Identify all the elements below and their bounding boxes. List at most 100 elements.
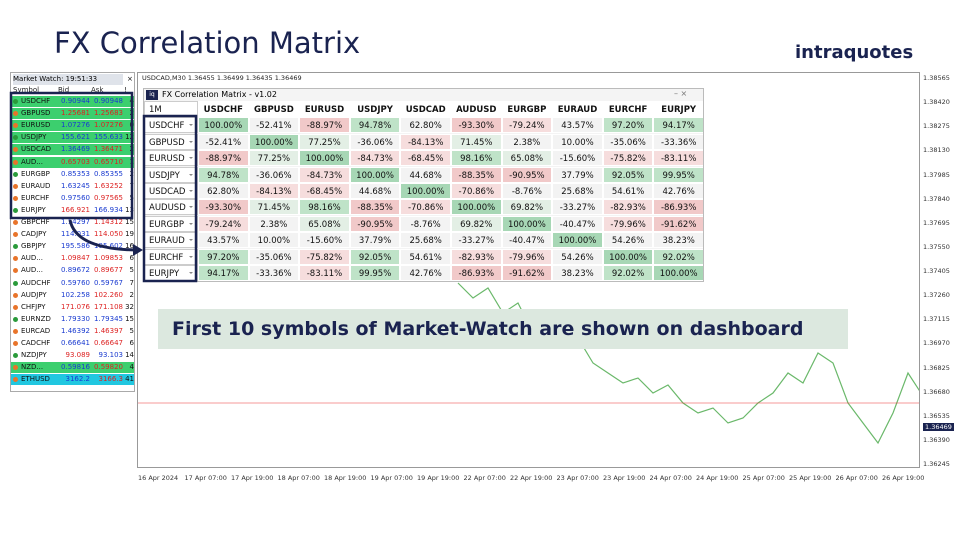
bid: 0.66641	[61, 339, 90, 347]
dropdown-caret	[189, 140, 193, 145]
ask: 0.85355	[94, 169, 123, 178]
correlation-cell: -8.76%	[501, 183, 553, 199]
bid: 102.258	[61, 290, 90, 299]
symbol: EURCAD	[21, 326, 51, 335]
dropdown-caret	[189, 239, 193, 243]
ask: 0.97565	[94, 193, 123, 202]
correlation-cell: 94.17%	[198, 265, 249, 281]
correlation-cell: 38.23%	[653, 232, 703, 249]
bid: 1.09847	[61, 254, 90, 263]
bid: 1.07276	[61, 121, 90, 130]
column-header: !	[124, 86, 127, 94]
spread: 2	[129, 109, 134, 118]
correlation-cell: 65.08%	[501, 150, 553, 167]
correlation-cell: 69.82%	[451, 215, 502, 232]
ask: 93.103	[98, 351, 124, 360]
correlation-cell: -15.60%	[552, 150, 603, 167]
correlation-cell: -86.93%	[451, 265, 502, 281]
column-header: EURGBP	[501, 101, 553, 117]
row-icon	[13, 341, 18, 346]
time-label: 18 Apr 19:00	[324, 474, 367, 482]
correlation-cell: 94.17%	[653, 117, 703, 134]
ask: 195.602	[94, 242, 123, 251]
row-bg	[11, 313, 134, 325]
ask: 0.66647	[94, 339, 123, 347]
correlation-cell: 100.00%	[501, 215, 553, 232]
correlation-cell: 2.38%	[248, 215, 300, 232]
ask: 1.09853	[94, 254, 123, 263]
correlation-cell: -40.47%	[501, 232, 553, 249]
row-bg	[11, 338, 134, 349]
spread: 6	[129, 254, 134, 263]
symbol: EURJPY	[21, 205, 46, 214]
ask: 1.25683	[94, 109, 123, 118]
spread: 14	[125, 351, 134, 360]
price-axis: 1.38565 1.38420 1.38275 1.38130 1.37985 1.378…	[920, 72, 960, 482]
row-bg	[11, 325, 134, 337]
current-price: 1.36469	[923, 422, 954, 431]
window-controls[interactable]: – ×	[674, 89, 688, 98]
row-icon	[13, 244, 18, 250]
correlation-cell: 100.00%	[299, 150, 350, 167]
correlation-cell: 92.02%	[602, 265, 654, 281]
price-label: 1.38565	[923, 74, 950, 82]
correlation-window: iq FX Correlation Matrix - v1.02 – × 1M U…	[143, 88, 704, 282]
symbol: EURAUD	[21, 181, 51, 190]
time-label: 26 Apr 07:00	[835, 474, 878, 482]
correlation-cell: 71.45%	[248, 199, 300, 216]
banner: First 10 symbols of Market-Watch are sho…	[158, 309, 848, 349]
time-label: 25 Apr 19:00	[789, 474, 832, 482]
close-icon[interactable]: ×	[127, 75, 133, 83]
correlation-cell: 97.20%	[602, 117, 654, 134]
dropdown-caret	[189, 124, 193, 128]
correlation-cell: -35.06%	[602, 133, 654, 150]
symbol: AUDCHF	[21, 278, 51, 287]
spread: 2	[129, 145, 134, 154]
price-label: 1.37695	[923, 218, 950, 227]
bid: 1.79330	[61, 314, 90, 323]
row-icon	[13, 195, 18, 201]
correlation-cell: -68.45%	[400, 150, 451, 167]
correlation-cell: -35.06%	[248, 248, 300, 265]
price-label: 1.37405	[923, 267, 950, 275]
row-bg	[11, 350, 134, 362]
correlation-cell: 100.00%	[248, 133, 300, 150]
correlation-cell: 62.80%	[198, 183, 249, 199]
dropdown-caret	[189, 272, 193, 276]
dropdown-caret	[189, 157, 193, 161]
time-label: 17 Apr 07:00	[184, 474, 227, 482]
spread: 15	[125, 314, 134, 323]
ask: 3166.3	[98, 375, 124, 384]
price-label: 1.37260	[923, 291, 950, 300]
bid: 0.89672	[61, 266, 90, 275]
correlation-cell: 38.23%	[552, 265, 603, 281]
correlation-cell: -40.47%	[552, 215, 603, 232]
price-label: 1.38130	[923, 146, 950, 155]
correlation-cell: -15.60%	[299, 232, 350, 249]
bid: 3162.2	[65, 375, 91, 384]
symbol: CHFJPY	[21, 302, 46, 311]
correlation-cell: 94.78%	[349, 117, 401, 134]
correlation-cell: -52.41%	[248, 117, 300, 134]
correlation-cell: 10.00%	[552, 133, 603, 150]
row-bg	[11, 277, 134, 289]
row-bg	[11, 301, 134, 313]
row-icon	[13, 232, 18, 238]
price-label: 1.37115	[923, 315, 950, 324]
ask: 1.07276	[94, 121, 123, 130]
correlation-cell: 98.16%	[451, 150, 502, 167]
spread: 5	[129, 193, 134, 202]
time-label: 19 Apr 19:00	[417, 474, 460, 482]
correlation-cell: 100.00%	[349, 166, 401, 183]
row-icon	[13, 292, 18, 298]
row-bg	[11, 362, 134, 374]
bid: 1.14297	[61, 218, 90, 226]
correlation-cell: -88.35%	[349, 199, 401, 216]
bid: 0.59816	[61, 363, 90, 372]
correlation-cell: -52.41%	[198, 133, 249, 150]
bid: 0.59760	[61, 278, 90, 287]
correlation-cell: 42.76%	[653, 183, 703, 199]
ask: 0.89677	[94, 266, 123, 275]
correlation-cell: 97.20%	[198, 248, 249, 265]
row-icon	[13, 280, 18, 286]
